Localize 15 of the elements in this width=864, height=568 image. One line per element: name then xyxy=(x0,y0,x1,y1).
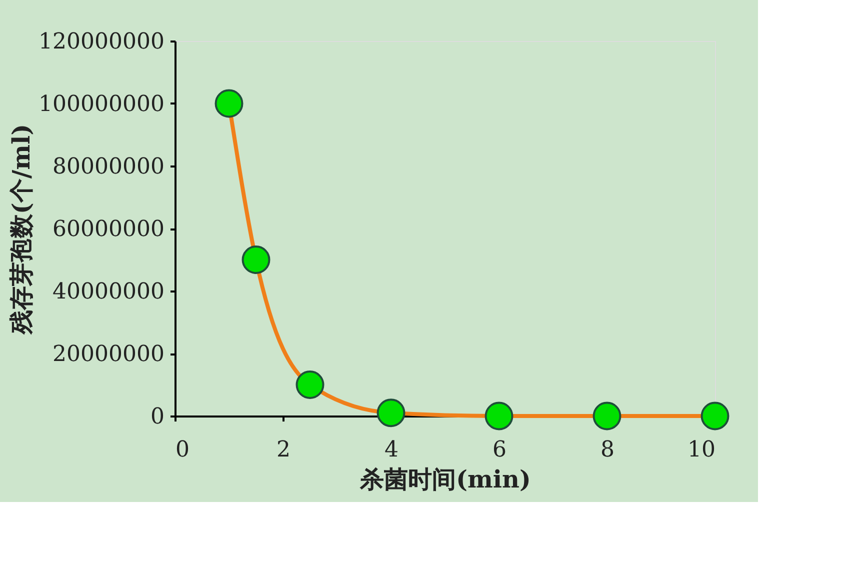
x-axis-title: 杀菌时间(min) xyxy=(359,464,531,494)
y-tick-label: 100000000 xyxy=(38,92,164,117)
y-tick-label: 20000000 xyxy=(52,342,164,367)
x-tick-label: 0 xyxy=(176,438,190,462)
y-tick-label: 60000000 xyxy=(52,217,164,242)
x-tick-label: 4 xyxy=(384,438,398,462)
x-tick-label: 8 xyxy=(600,438,614,462)
y-tick-label: 120000000 xyxy=(38,30,164,54)
x-tick-label: 10 xyxy=(688,438,716,462)
y-axis-title: 残存芽孢数(个/ml) xyxy=(6,124,36,335)
x-tick-label: 6 xyxy=(492,438,506,462)
y-tick-label: 0 xyxy=(150,404,164,430)
y-tick-label: 80000000 xyxy=(52,154,164,180)
y-tick-label: 40000000 xyxy=(52,280,164,304)
x-tick-label: 2 xyxy=(276,438,290,462)
